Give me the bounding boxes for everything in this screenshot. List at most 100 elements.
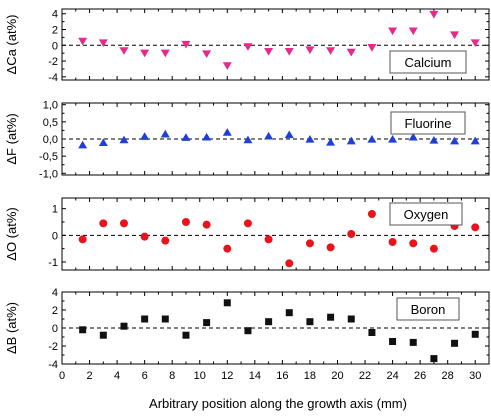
- panel-1-ytick-label: 1,0: [43, 100, 58, 112]
- panel-2-point: [161, 236, 170, 245]
- panel-0-point: [181, 40, 191, 49]
- panel-3-point: [99, 331, 107, 339]
- panel-1-point: [346, 136, 356, 145]
- panel-1-point: [326, 138, 336, 146]
- panel-0-point: [429, 10, 439, 19]
- panel-1-ytick-label: 0,0: [43, 134, 58, 146]
- panel-0-point: [140, 49, 150, 58]
- x-tick-label: 8: [169, 370, 175, 382]
- panel-2-y-axis-label: ΔO (at%): [4, 207, 19, 260]
- panel-3-point: [368, 329, 376, 336]
- panel-0-point: [388, 27, 398, 36]
- panel-3-point: [347, 315, 355, 323]
- panel-3-point: [141, 315, 149, 323]
- panel-1-point: [140, 132, 150, 140]
- panel-2-point: [264, 235, 273, 244]
- panel-1-point: [202, 132, 212, 141]
- panel-3-point: [285, 309, 293, 317]
- panel-0-point: [243, 43, 253, 51]
- panel-2-point: [285, 259, 294, 268]
- panel-2-ytick-label: 0: [52, 230, 58, 242]
- panel-1-point: [78, 140, 88, 149]
- panel-2-point: [202, 220, 211, 229]
- panel-2-point: [409, 239, 418, 248]
- panel-0-ytick-label: -4: [48, 72, 58, 84]
- panel-1-point: [408, 132, 418, 141]
- panel-0-point: [222, 62, 232, 70]
- panel-2-point: [99, 219, 108, 228]
- panel-0-point: [119, 47, 129, 55]
- panel-0-point: [264, 48, 274, 56]
- panel-1-y-axis-label: ΔF (at%): [4, 113, 19, 164]
- x-tick-label: 12: [221, 370, 233, 382]
- panel-2-ytick-label: 1: [52, 204, 58, 216]
- panel-3-point: [79, 326, 87, 334]
- panel-1-point: [222, 128, 232, 136]
- x-tick-label: 22: [359, 370, 371, 382]
- panel-2-point: [471, 223, 480, 232]
- panel-3-point: [244, 327, 252, 335]
- panel-2-point: [243, 219, 252, 228]
- panel-3-point: [203, 319, 211, 327]
- panel-0-point: [202, 50, 212, 59]
- panel-2-legend-box: [389, 202, 463, 226]
- panel-3-point: [223, 299, 231, 307]
- panel-3-ytick-label: 2: [52, 305, 58, 317]
- panel-2-point: [388, 238, 397, 246]
- panel-0-ytick-label: 4: [52, 9, 58, 21]
- panel-0-point: [160, 49, 170, 58]
- panel-3-ytick-label: 4: [52, 287, 58, 299]
- panel-2-legend-label: Oxygen: [404, 207, 449, 222]
- panel-0-point: [326, 47, 336, 55]
- panel-0-y-axis-label: ΔCa (at%): [4, 15, 19, 75]
- panel-0-point: [305, 46, 315, 55]
- x-tick-label: 16: [276, 370, 288, 382]
- panel-1-point: [470, 136, 480, 145]
- panel-1-point: [429, 135, 439, 144]
- x-tick-label: 18: [304, 370, 316, 382]
- panel-1-legend-label: Fluorine: [405, 116, 452, 131]
- panel-1-point: [181, 133, 191, 141]
- panel-2-point: [223, 244, 232, 253]
- panel-3-point: [409, 338, 417, 346]
- panel-0-legend-label: Calcium: [405, 55, 452, 70]
- panel-1-ytick-label: -1,0: [39, 168, 58, 180]
- panel-2-point: [367, 210, 376, 218]
- panel-2-point: [140, 232, 149, 241]
- panel-2-point: [305, 239, 314, 248]
- panel-3-y-axis-label: ΔB (at%): [4, 302, 19, 354]
- panel-3-point: [120, 322, 128, 330]
- panel-0-ytick-label: 0: [52, 40, 58, 52]
- panel-3-point: [327, 313, 335, 321]
- panel-2-point: [78, 235, 87, 244]
- panel-2-point: [326, 243, 335, 252]
- panel-3-legend-box: [396, 297, 460, 321]
- panel-0-ytick-label: -2: [48, 56, 58, 68]
- panel-1-legend-box: [390, 111, 466, 135]
- panel-1-ytick-label: -0,5: [39, 151, 58, 163]
- panel-1-point: [98, 138, 108, 147]
- panel-1-point: [284, 130, 294, 139]
- x-tick-label: 28: [442, 370, 454, 382]
- panel-1-point: [367, 134, 377, 143]
- x-tick-label: 20: [331, 370, 343, 382]
- panel-1-point: [119, 135, 129, 144]
- panel-3-point: [161, 315, 169, 323]
- panel-3-point: [265, 318, 273, 326]
- panel-2-frame: [61, 197, 490, 271]
- panel-1-point: [160, 129, 170, 138]
- x-tick-label: 6: [142, 370, 148, 382]
- x-tick-label: 30: [469, 370, 481, 382]
- panel-3-point: [471, 330, 479, 338]
- panel-2-point: [347, 230, 356, 238]
- x-tick-label: 4: [114, 370, 120, 382]
- panel-0-ytick-label: 2: [52, 25, 58, 37]
- panel-1-point: [388, 134, 398, 143]
- x-tick-label: 24: [386, 370, 398, 382]
- x-tick-label: 0: [59, 370, 65, 382]
- panel-1-ytick-label: 0,5: [43, 117, 58, 129]
- panel-3-point: [430, 355, 438, 363]
- panel-0-point: [408, 27, 418, 36]
